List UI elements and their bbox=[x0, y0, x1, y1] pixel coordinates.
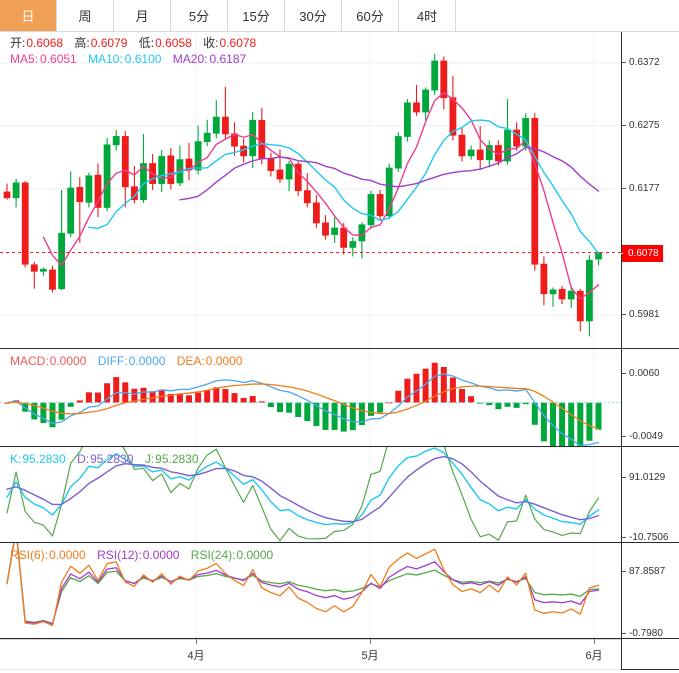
time-axis-ruler bbox=[0, 639, 621, 640]
rsi-tick-1: -0.7980 bbox=[622, 629, 663, 639]
time-axis-baseline bbox=[0, 669, 621, 670]
panel-separator-4 bbox=[0, 638, 679, 639]
price-tick-0: 0.6372 bbox=[622, 57, 660, 68]
tab-60min[interactable]: 60分 bbox=[342, 0, 399, 31]
time-tick-2 bbox=[594, 639, 595, 644]
kdj-panel[interactable]: K:95.2830 D:95.2830 J:95.2830 91.0129 -1… bbox=[0, 447, 679, 543]
chart-frame: 开:0.6068 高:0.6079 低:0.6058 收:0.6078 MA5:… bbox=[0, 32, 679, 673]
price-panel[interactable]: 开:0.6068 高:0.6079 低:0.6058 收:0.6078 MA5:… bbox=[0, 32, 679, 348]
tab-month[interactable]: 月 bbox=[114, 0, 171, 31]
tab-day-label: 日 bbox=[21, 9, 35, 24]
tab-4hour[interactable]: 4时 bbox=[399, 0, 456, 31]
rsi-plot-area[interactable] bbox=[0, 543, 621, 638]
price-tick-1: 0.6275 bbox=[622, 120, 660, 131]
kdj-plot-area[interactable] bbox=[0, 447, 621, 542]
time-axis-corner-box bbox=[621, 639, 679, 670]
tab-4hour-label: 4时 bbox=[416, 9, 438, 24]
kdj-axis: 91.0129 -10.7506 bbox=[621, 447, 679, 543]
tab-month-label: 月 bbox=[135, 9, 149, 24]
time-axis: 4月 5月 6月 bbox=[0, 639, 679, 670]
price-axis: 0.6372 0.6275 0.6177 0.5981 bbox=[621, 32, 679, 348]
tab-30min[interactable]: 30分 bbox=[285, 0, 342, 31]
price-tick-2: 0.6177 bbox=[622, 183, 660, 194]
tab-60min-label: 60分 bbox=[356, 9, 384, 24]
tab-30min-label: 30分 bbox=[299, 9, 327, 24]
timeframe-tabbar: 日 周 月 5分 15分 30分 60分 4时 bbox=[0, 0, 679, 32]
tab-15min-label: 15分 bbox=[242, 9, 270, 24]
macd-axis: 0.0060 -0.0049 bbox=[621, 349, 679, 446]
time-label-april: 4月 bbox=[187, 650, 205, 662]
time-label-may: 5月 bbox=[361, 650, 379, 662]
tab-day[interactable]: 日 bbox=[0, 0, 57, 31]
tab-5min-label: 5分 bbox=[188, 9, 210, 24]
tabbar-filler bbox=[456, 0, 679, 31]
time-tick-0 bbox=[196, 639, 197, 644]
kdj-tick-1: -10.7506 bbox=[622, 533, 668, 543]
current-price-badge: 0.6078 bbox=[620, 244, 663, 262]
rsi-tick-0: 87.8587 bbox=[622, 567, 665, 577]
tab-week-label: 周 bbox=[78, 9, 92, 24]
tab-15min[interactable]: 15分 bbox=[228, 0, 285, 31]
macd-tick-0: 0.0060 bbox=[622, 369, 660, 379]
macd-plot-area[interactable] bbox=[0, 349, 621, 446]
rsi-panel[interactable]: RSI(6):0.0000 RSI(12):0.0000 RSI(24):0.0… bbox=[0, 543, 679, 639]
macd-tick-1: -0.0049 bbox=[622, 432, 663, 442]
macd-panel[interactable]: MACD:0.0000 DIFF:0.0000 DEA:0.0000 0.006… bbox=[0, 349, 679, 446]
rsi-axis: 87.8587 -0.7980 bbox=[621, 543, 679, 639]
tab-5min[interactable]: 5分 bbox=[171, 0, 228, 31]
time-tick-1 bbox=[370, 639, 371, 644]
kdj-tick-0: 91.0129 bbox=[622, 473, 665, 483]
panel-separator-1 bbox=[0, 348, 679, 349]
tab-week[interactable]: 周 bbox=[57, 0, 114, 31]
price-plot-area[interactable] bbox=[0, 32, 621, 348]
price-tick-3: 0.5981 bbox=[622, 310, 660, 320]
time-label-june: 6月 bbox=[585, 650, 603, 662]
